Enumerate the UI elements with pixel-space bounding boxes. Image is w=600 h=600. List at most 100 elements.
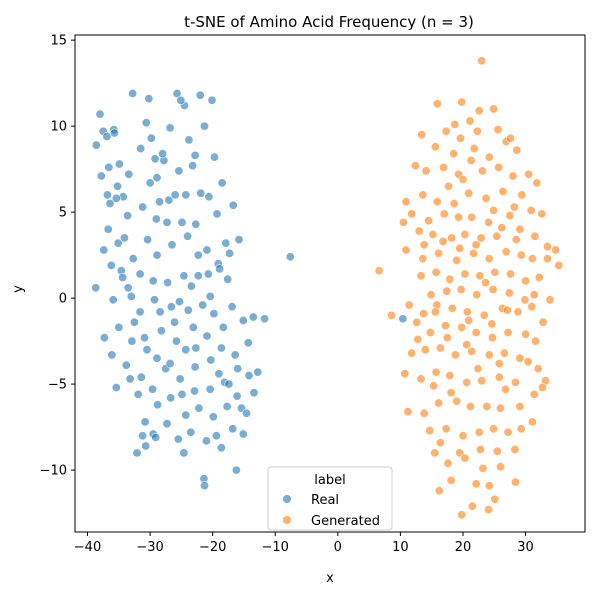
point-generated <box>424 216 434 226</box>
point-real <box>136 372 146 382</box>
point-generated <box>523 357 533 367</box>
point-generated <box>524 169 534 179</box>
point-real <box>398 314 408 324</box>
point-real <box>163 278 173 288</box>
point-real <box>190 386 200 396</box>
point-generated <box>487 319 497 329</box>
point-generated <box>464 188 474 198</box>
point-generated <box>404 300 414 310</box>
point-generated <box>407 348 417 358</box>
point-generated <box>503 327 513 337</box>
point-generated <box>537 209 547 219</box>
point-generated <box>531 336 541 346</box>
point-generated <box>475 271 485 281</box>
x-tick-label: 30 <box>517 540 534 555</box>
point-real <box>233 364 243 374</box>
point-real <box>123 283 133 293</box>
point-generated <box>497 223 507 233</box>
point-real <box>231 465 241 475</box>
point-real <box>170 190 180 200</box>
point-generated <box>462 307 472 317</box>
point-generated <box>515 401 525 411</box>
point-generated <box>542 242 552 252</box>
point-real <box>91 140 101 150</box>
x-tick-label: −30 <box>136 540 163 555</box>
point-real <box>108 295 118 305</box>
legend-title: label <box>314 473 345 488</box>
point-generated <box>425 425 435 435</box>
point-generated <box>435 343 445 353</box>
point-real <box>152 353 162 363</box>
plot-frame <box>74 34 586 533</box>
point-real <box>144 94 154 104</box>
point-real <box>248 312 258 322</box>
point-generated <box>492 446 502 456</box>
point-generated <box>508 171 518 181</box>
point-generated <box>484 152 494 162</box>
y-tick-label: 5 <box>59 206 67 221</box>
point-generated <box>517 190 527 200</box>
point-generated <box>490 267 500 277</box>
point-generated <box>387 310 397 320</box>
point-generated <box>551 245 561 255</box>
point-real <box>151 214 161 224</box>
point-real <box>228 424 238 434</box>
point-generated <box>481 193 491 203</box>
x-tick-label: −20 <box>199 540 226 555</box>
point-generated <box>374 266 384 276</box>
point-generated <box>455 133 465 143</box>
point-generated <box>439 209 449 219</box>
legend-label-generated: Generated <box>311 514 380 529</box>
point-real <box>106 260 116 270</box>
point-generated <box>462 377 472 387</box>
point-generated <box>431 367 441 377</box>
point-real <box>111 382 121 392</box>
point-generated <box>526 205 536 215</box>
point-generated <box>443 458 453 468</box>
point-generated <box>447 233 457 243</box>
point-generated <box>452 396 462 406</box>
point-generated <box>419 240 429 250</box>
point-generated <box>434 398 444 408</box>
point-generated <box>494 162 504 172</box>
legend-label-real: Real <box>311 493 339 508</box>
point-real <box>201 436 211 446</box>
point-generated <box>401 245 411 255</box>
point-generated <box>542 254 552 264</box>
point-generated <box>492 231 502 241</box>
point-real <box>211 431 221 441</box>
point-generated <box>484 481 494 491</box>
point-generated <box>452 255 462 265</box>
point-real <box>216 343 226 353</box>
point-generated <box>449 199 459 209</box>
point-generated <box>450 350 460 360</box>
point-generated <box>398 217 408 227</box>
point-generated <box>489 424 499 434</box>
point-generated <box>432 197 442 207</box>
point-real <box>222 401 232 411</box>
point-generated <box>438 236 448 246</box>
point-generated <box>530 231 540 241</box>
point-generated <box>510 477 520 487</box>
point-generated <box>515 353 525 363</box>
x-axis-label: x <box>326 571 334 586</box>
point-real <box>118 272 128 282</box>
point-real <box>230 350 240 360</box>
point-real <box>224 379 234 389</box>
point-generated <box>515 224 525 234</box>
point-generated <box>510 444 520 454</box>
point-generated <box>457 97 467 107</box>
point-generated <box>469 248 479 258</box>
point-generated <box>512 145 522 155</box>
point-generated <box>416 271 426 281</box>
point-generated <box>458 175 468 185</box>
point-generated <box>439 162 449 172</box>
legend: label Real Generated <box>267 466 393 531</box>
point-generated <box>400 369 410 379</box>
point-generated <box>479 310 489 320</box>
point-generated <box>476 233 486 243</box>
point-generated <box>477 56 487 66</box>
point-real <box>170 317 180 327</box>
point-real <box>232 391 242 401</box>
point-real <box>209 309 219 319</box>
